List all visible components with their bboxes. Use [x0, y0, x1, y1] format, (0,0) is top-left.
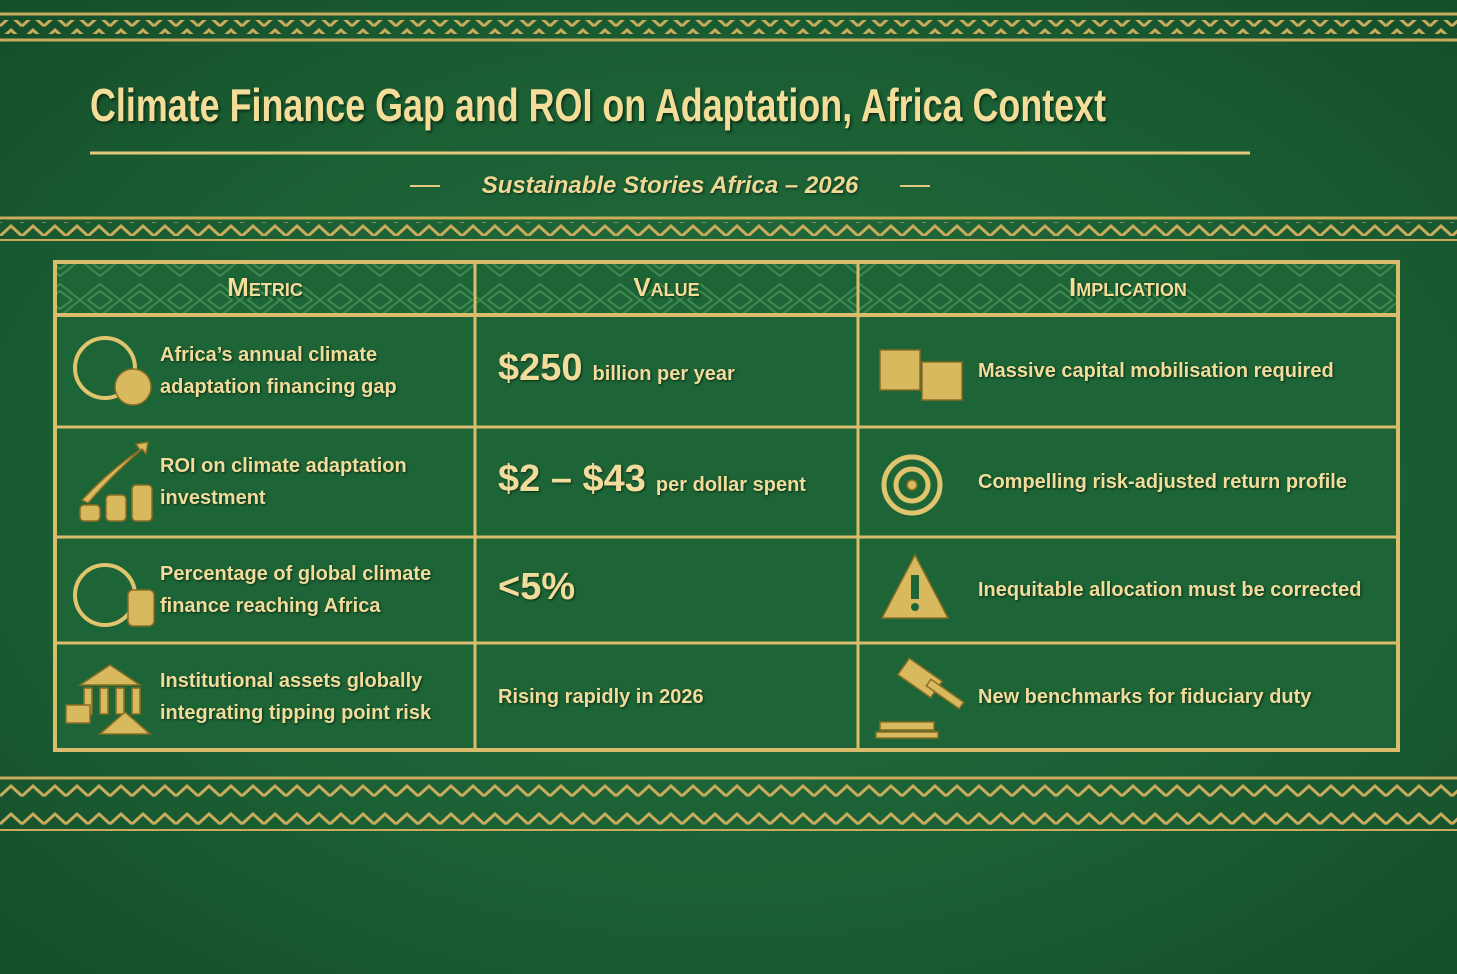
- text-cell: New benchmarks for fiduciary duty: [978, 685, 1312, 708]
- title: Climate Finance Gap and ROI on Adaptatio…: [90, 79, 1107, 131]
- text-cell: Massive capital mobilisation required: [978, 360, 1334, 382]
- text-cell: ROI on climate adaptation investment: [160, 455, 407, 509]
- text-cell: Inequitable allocation must be corrected: [978, 579, 1362, 601]
- value-lead: $2 – $43: [498, 458, 646, 500]
- column-header: Metric: [227, 272, 303, 302]
- text-cell: Compelling risk-adjusted return profile: [978, 471, 1347, 493]
- text-cell: Africa’s annual climate adaptation finan…: [160, 344, 397, 398]
- value-rest: billion per year: [592, 363, 735, 385]
- border-mid: [0, 216, 1457, 241]
- value-cell: $250 billion per year: [498, 315, 848, 427]
- value-lead: <5%: [498, 566, 576, 608]
- table-frame: [53, 260, 1400, 752]
- icons: [65, 336, 965, 739]
- value-cell: Rising rapidly in 2026: [498, 685, 704, 708]
- value-rest: per dollar spent: [655, 474, 806, 496]
- border-top: [0, 12, 1457, 42]
- value-cell: <5%: [498, 537, 848, 643]
- subtitle: Sustainable Stories Africa – 2026: [481, 172, 859, 199]
- value-cell: $2 – $43 per dollar spent: [498, 427, 848, 537]
- column-header: Implication: [1069, 272, 1187, 302]
- text-cell: Institutional assets globally integratin…: [160, 669, 432, 724]
- value-lead: $250: [498, 347, 583, 389]
- border-bottom: [0, 776, 1457, 831]
- text-cell: Percentage of global climate finance rea…: [160, 563, 432, 617]
- column-header: Value: [633, 272, 700, 302]
